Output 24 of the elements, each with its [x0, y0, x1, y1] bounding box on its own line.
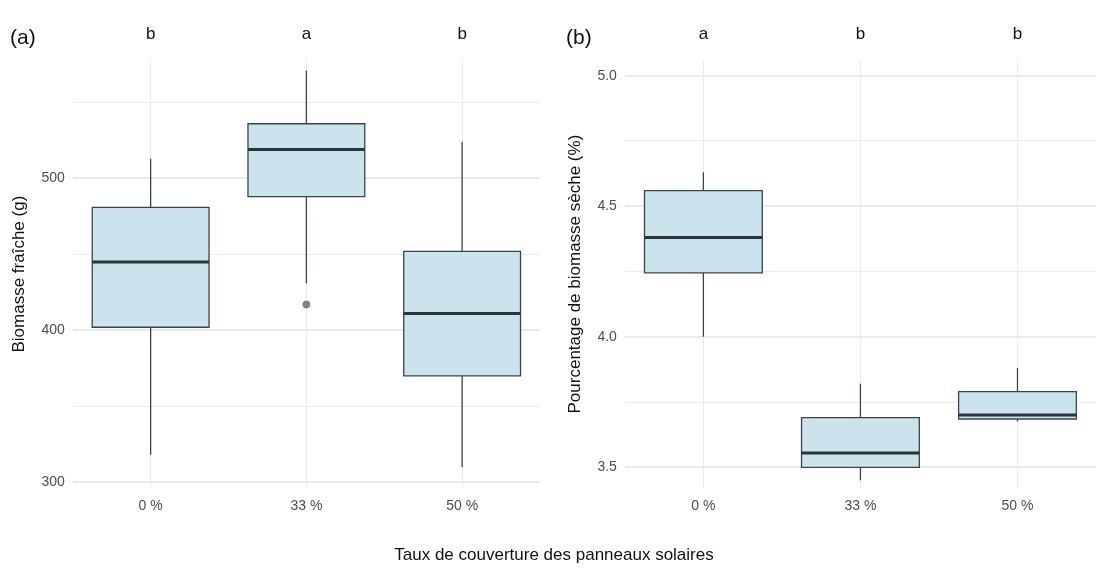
x-tick-label: 50 % — [1001, 497, 1034, 514]
y-tick-label: 3.5 — [597, 458, 618, 475]
text: b — [855, 23, 866, 43]
text: a — [698, 23, 709, 43]
x-tick-label: 0 % — [138, 497, 163, 514]
x-tick-label: 0 % — [691, 497, 716, 514]
text: b — [457, 23, 467, 43]
text: a — [301, 23, 312, 43]
x-tick-label: 33 % — [844, 497, 877, 514]
y-tick-label: 5.0 — [597, 66, 618, 83]
y-tick-label: 500 — [41, 169, 65, 186]
x-tick-label: 33 % — [290, 497, 323, 514]
y-tick-label: 4.0 — [597, 327, 618, 344]
y-tick-label: 300 — [41, 472, 65, 489]
chart-title: (b) — [566, 25, 592, 49]
y-tick-label: 400 — [41, 321, 65, 338]
x-axis-title: Taux de couverture des panneaux solaires — [393, 545, 715, 565]
y-tick-label: 4.5 — [597, 197, 618, 214]
text: b — [1012, 23, 1023, 43]
text: b — [145, 23, 156, 43]
x-tick-label: 50 % — [446, 497, 479, 514]
chart-title: (a) — [10, 25, 36, 49]
y-axis-title: Pourcentage de biomasse sèche (%) — [564, 134, 584, 414]
y-axis-title: Biomasse fraîche (g) — [8, 195, 28, 353]
